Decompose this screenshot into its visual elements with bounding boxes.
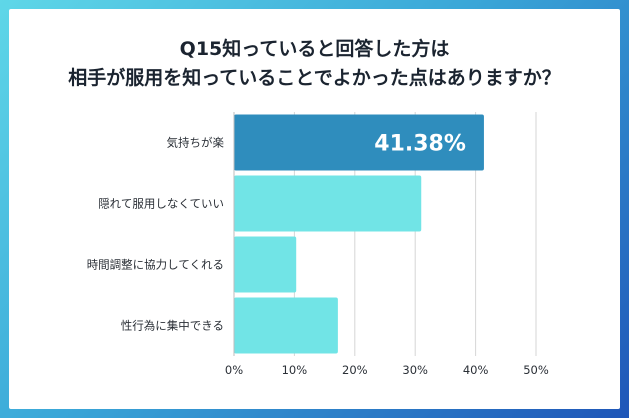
x-tick-label: 40% [463,363,489,377]
category-label: 気持ちが楽 [167,136,225,150]
bar [234,114,484,171]
bar [234,297,338,354]
category-label: 時間調整に協力してくれる [87,258,224,272]
x-tick-label: 0% [225,363,243,377]
chart-title-line-2: 相手が服用を知っていることでよかった点はありますか？ [68,67,561,89]
chart-title-line-1: Q15知っていると回答した方は [179,38,450,60]
x-tick-label: 50% [523,363,549,377]
bar [234,175,422,232]
bar [234,236,297,293]
data-label: 41.38% [374,132,466,157]
category-label: 性行為に集中できる [121,319,224,333]
category-label: 隠れて服用しなくていい [98,197,224,211]
x-tick-label: 30% [402,363,428,377]
x-tick-label: 10% [282,363,308,377]
x-tick-label: 20% [342,363,368,377]
